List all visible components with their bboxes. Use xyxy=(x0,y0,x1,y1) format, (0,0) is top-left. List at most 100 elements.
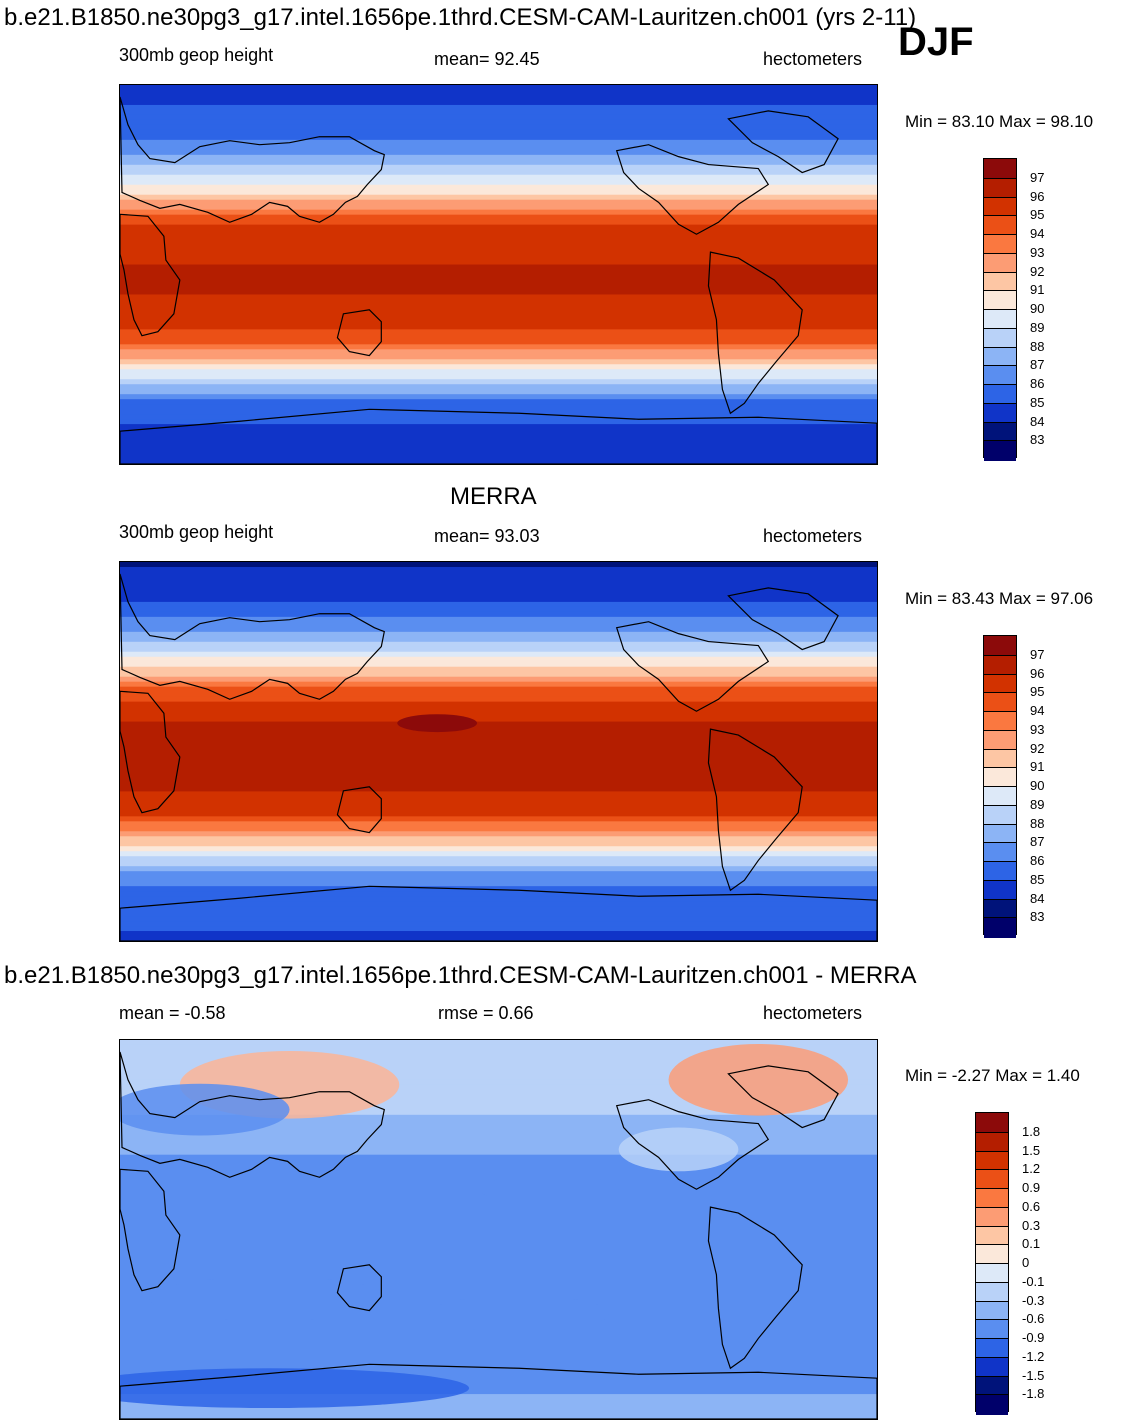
colorbar-label: -0.9 xyxy=(1022,1330,1045,1345)
heatmap-band xyxy=(120,454,877,460)
heatmap-band xyxy=(120,1259,877,1266)
colorbar-label: -0.1 xyxy=(1022,1273,1045,1289)
heatmap-band xyxy=(120,711,877,718)
heatmap-band xyxy=(120,229,877,236)
colorbar-swatch xyxy=(976,1281,1008,1302)
heatmap-band xyxy=(120,174,877,181)
coastline xyxy=(727,110,839,174)
colorbar-label: 86 xyxy=(1030,853,1045,868)
colorbar-swatch xyxy=(984,636,1016,656)
heatmap-band xyxy=(120,259,877,266)
heatmap-band xyxy=(120,601,877,608)
heatmap-band xyxy=(120,876,877,882)
warm-pool-max xyxy=(397,714,478,733)
panel-1-units: hectometers xyxy=(763,49,863,69)
heatmap-band xyxy=(120,606,877,613)
anomaly-region xyxy=(149,1276,390,1321)
heatmap-band xyxy=(120,866,877,872)
colorbar-swatch xyxy=(984,898,1016,919)
colorbar-label: 90 xyxy=(1030,778,1045,793)
heatmap-band xyxy=(120,1339,877,1345)
heatmap-band xyxy=(120,1154,877,1161)
heatmap-band xyxy=(120,936,877,941)
colorbar-label: 96 xyxy=(1030,665,1045,681)
heatmap-band xyxy=(120,716,877,723)
heatmap-band xyxy=(120,179,877,186)
heatmap-band xyxy=(120,871,877,877)
heatmap-band xyxy=(120,1399,877,1405)
colorbar-swatch xyxy=(984,309,1016,330)
heatmap-band xyxy=(120,1044,877,1051)
heatmap-band xyxy=(120,666,877,673)
heatmap-band xyxy=(120,771,877,778)
heatmap-band xyxy=(120,562,877,568)
heatmap-band xyxy=(120,816,877,822)
heatmap-band xyxy=(120,349,877,355)
panel-2-minmax: Min = 83.43 Max = 97.06 xyxy=(905,589,1094,608)
heatmap-band xyxy=(120,374,877,380)
heatmap-band xyxy=(120,661,877,668)
anomaly-region xyxy=(120,1083,290,1136)
colorbar-swatch xyxy=(976,1338,1008,1359)
panel-2-units: hectometers xyxy=(763,526,863,546)
heatmap-band xyxy=(120,916,877,922)
heatmap-band xyxy=(120,204,877,211)
colorbar-swatch xyxy=(976,1188,1008,1209)
coastline xyxy=(336,309,382,357)
colorbar-label: 1.5 xyxy=(1022,1142,1041,1158)
heatmap-band xyxy=(120,846,877,852)
coastline xyxy=(727,587,839,651)
coastline xyxy=(336,1264,382,1312)
heatmap-band xyxy=(120,189,877,196)
heatmap-band xyxy=(120,671,877,678)
heatmap-band xyxy=(120,1409,877,1415)
heatmap-band xyxy=(120,1414,877,1419)
heatmap-band xyxy=(120,244,877,251)
colorbar-label: 1.2 xyxy=(1022,1161,1041,1177)
colorbar-swatch xyxy=(984,654,1016,675)
heatmap-band xyxy=(120,1244,877,1251)
heatmap-band xyxy=(120,1249,877,1256)
colorbar-label: 86 xyxy=(1030,376,1045,391)
colorbar-swatch xyxy=(984,823,1016,844)
heatmap-band xyxy=(120,1119,877,1126)
season-label: DJF xyxy=(898,20,974,64)
heatmap-band xyxy=(120,234,877,241)
heatmap-band xyxy=(120,284,877,291)
heatmap-band xyxy=(120,1054,877,1061)
heatmap-band xyxy=(120,896,877,902)
heatmap-band xyxy=(120,1349,877,1355)
coastline xyxy=(120,1168,181,1292)
heatmap-band xyxy=(120,1139,877,1146)
colorbar-swatch xyxy=(976,1113,1008,1133)
heatmap-band xyxy=(120,359,877,365)
coastline xyxy=(120,573,385,700)
colorbar-swatch xyxy=(976,1206,1008,1227)
heatmap-band xyxy=(120,444,877,450)
panel-3-rmse: rmse = 0.66 xyxy=(438,1003,534,1023)
heatmap-band xyxy=(120,1049,877,1056)
colorbar-swatch xyxy=(984,842,1016,863)
heatmap-band xyxy=(120,1059,877,1066)
colorbar-swatch xyxy=(976,1225,1008,1246)
heatmap-band xyxy=(120,1040,877,1046)
heatmap-band xyxy=(120,906,877,912)
heatmap-band xyxy=(120,1394,877,1400)
heatmap-band xyxy=(120,1124,877,1131)
colorbar-label: 92 xyxy=(1030,740,1045,756)
heatmap-band xyxy=(120,269,877,276)
colorbar-label: 92 xyxy=(1030,263,1045,279)
colorbar-label: 91 xyxy=(1030,759,1045,775)
heatmap-band xyxy=(120,631,877,638)
heatmap-band xyxy=(120,921,877,927)
heatmap-band xyxy=(120,1079,877,1086)
heatmap-band xyxy=(120,219,877,226)
heatmap-band xyxy=(120,931,877,937)
heatmap-band xyxy=(120,194,877,201)
heatmap-band xyxy=(120,1149,877,1156)
colorbar-label: 85 xyxy=(1030,394,1045,410)
heatmap-band xyxy=(120,611,877,618)
colorbar-label: 87 xyxy=(1030,834,1045,850)
heatmap-band xyxy=(120,681,877,688)
heatmap-band xyxy=(120,791,877,797)
